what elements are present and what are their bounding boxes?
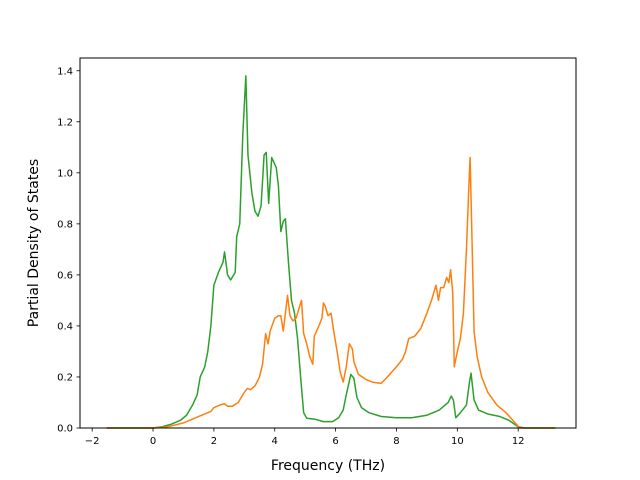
y-tick-label: 1.0 — [57, 168, 73, 179]
x-tick-label: −2 — [85, 436, 100, 447]
x-tick-label: 4 — [272, 436, 278, 447]
plot-area — [79, 57, 577, 429]
y-tick-label: 0.8 — [57, 219, 73, 230]
x-axis: −2 0 2 4 6 8 10 12 — [85, 428, 525, 447]
x-tick-label: 2 — [211, 436, 217, 447]
x-tick-label: 10 — [451, 436, 464, 447]
y-axis-label: Partial Density of States — [26, 159, 42, 327]
x-tick-label: 6 — [332, 436, 338, 447]
x-tick-label: 8 — [393, 436, 399, 447]
y-tick-label: 1.2 — [57, 117, 73, 128]
y-tick-label: 1.4 — [57, 66, 73, 77]
x-axis-label: Frequency (THz) — [271, 458, 385, 474]
series-layer — [106, 75, 556, 429]
y-tick-label: 0.6 — [57, 270, 73, 281]
series-line-1 — [106, 75, 556, 429]
series-line-2 — [106, 156, 556, 429]
y-tick-label: 0.4 — [57, 321, 73, 332]
y-tick-label: 0.2 — [57, 372, 73, 383]
axes-frame — [79, 57, 577, 429]
y-tick-label: 0.0 — [57, 424, 73, 435]
y-axis: 0.0 0.2 0.4 0.6 0.8 1.0 1.2 1.4 — [57, 66, 80, 435]
x-tick-label: 12 — [512, 436, 525, 447]
x-tick-label: 0 — [150, 436, 156, 447]
